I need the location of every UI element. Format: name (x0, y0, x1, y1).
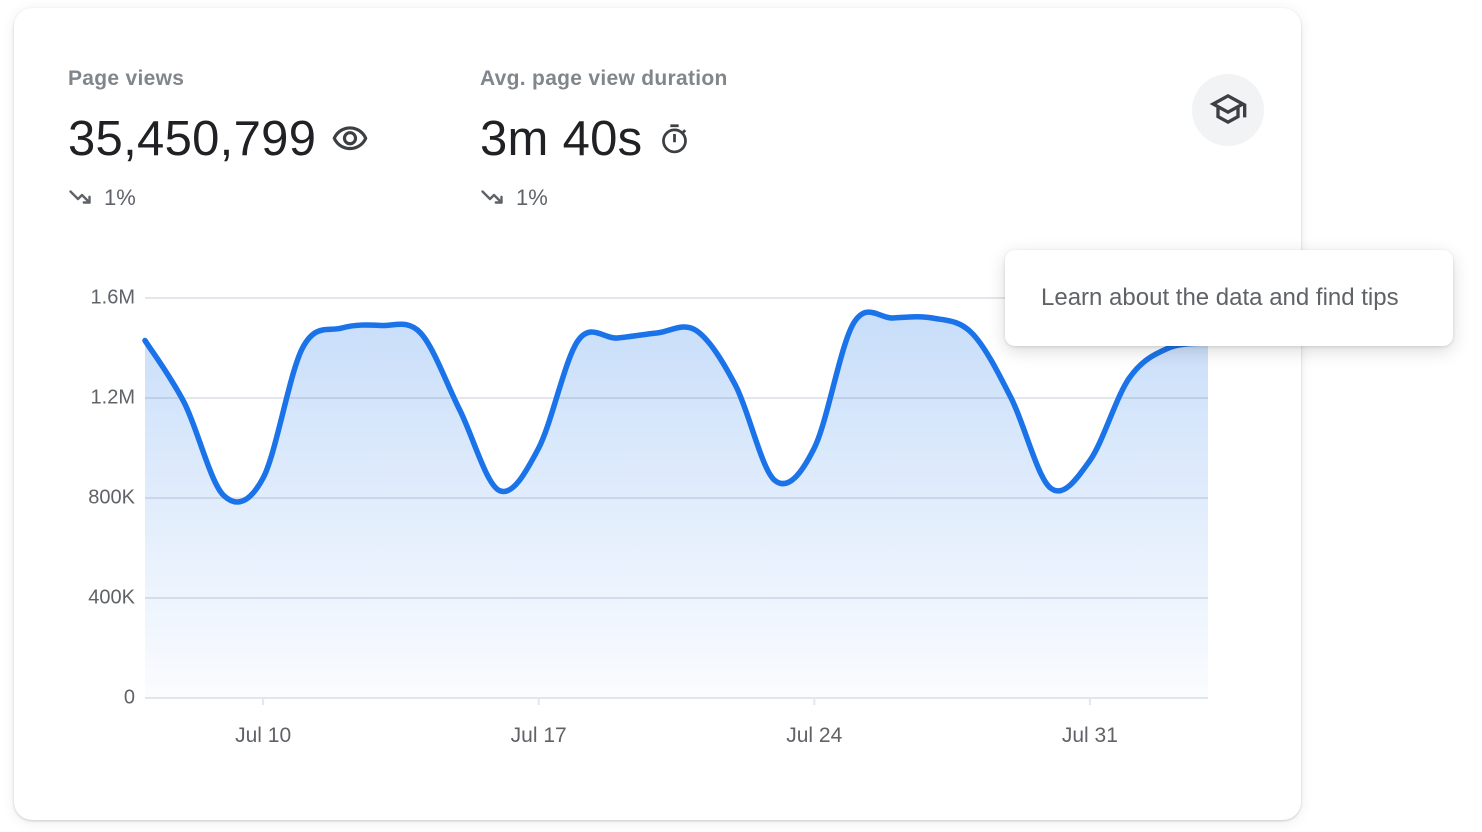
trend-down-icon (480, 187, 507, 209)
metric-label: Page views (68, 67, 185, 90)
y-axis-label: 1.6M (90, 286, 135, 309)
chart-area[interactable] (142, 297, 1211, 705)
chart-line (142, 309, 1211, 505)
eye-icon (331, 120, 369, 158)
tooltip-text: Learn about the data and find tips (1041, 284, 1399, 311)
y-axis: 1.6M 1.2M 800K 400K 0 (14, 287, 135, 709)
learn-tooltip: Learn about the data and find tips (1005, 250, 1453, 346)
x-axis-label: Jul 17 (510, 724, 567, 747)
metric-value: 3m 40s (480, 112, 643, 166)
trend-value: 1% (104, 185, 136, 210)
chart-area-fill (145, 312, 1208, 698)
trend-value: 1% (516, 185, 548, 210)
y-axis-label: 1.2M (90, 386, 135, 409)
metric-avg-duration: Avg. page view duration 3m 40s 1% (480, 67, 728, 211)
y-axis-label: 0 (123, 686, 135, 709)
metric-page-views: Page views 35,450,799 1% (68, 67, 369, 211)
x-axis: Jul 10 Jul 17 Jul 24 Jul 31 (145, 716, 1208, 750)
y-axis-label: 400K (88, 586, 135, 609)
metrics-card: Page views 35,450,799 1% Avg. page view … (14, 8, 1301, 820)
metric-value: 35,450,799 (68, 112, 317, 166)
pageviews-chart-svg (142, 297, 1211, 705)
x-axis-label: Jul 10 (235, 724, 292, 747)
stopwatch-icon (658, 123, 691, 156)
learn-button[interactable] (1192, 74, 1264, 146)
trend-down-icon (68, 187, 95, 209)
x-axis-label: Jul 31 (1061, 724, 1118, 747)
graduation-cap-icon (1208, 89, 1248, 132)
y-axis-label: 800K (88, 486, 135, 509)
x-axis-label: Jul 24 (786, 724, 843, 747)
metric-label: Avg. page view duration (480, 67, 728, 90)
